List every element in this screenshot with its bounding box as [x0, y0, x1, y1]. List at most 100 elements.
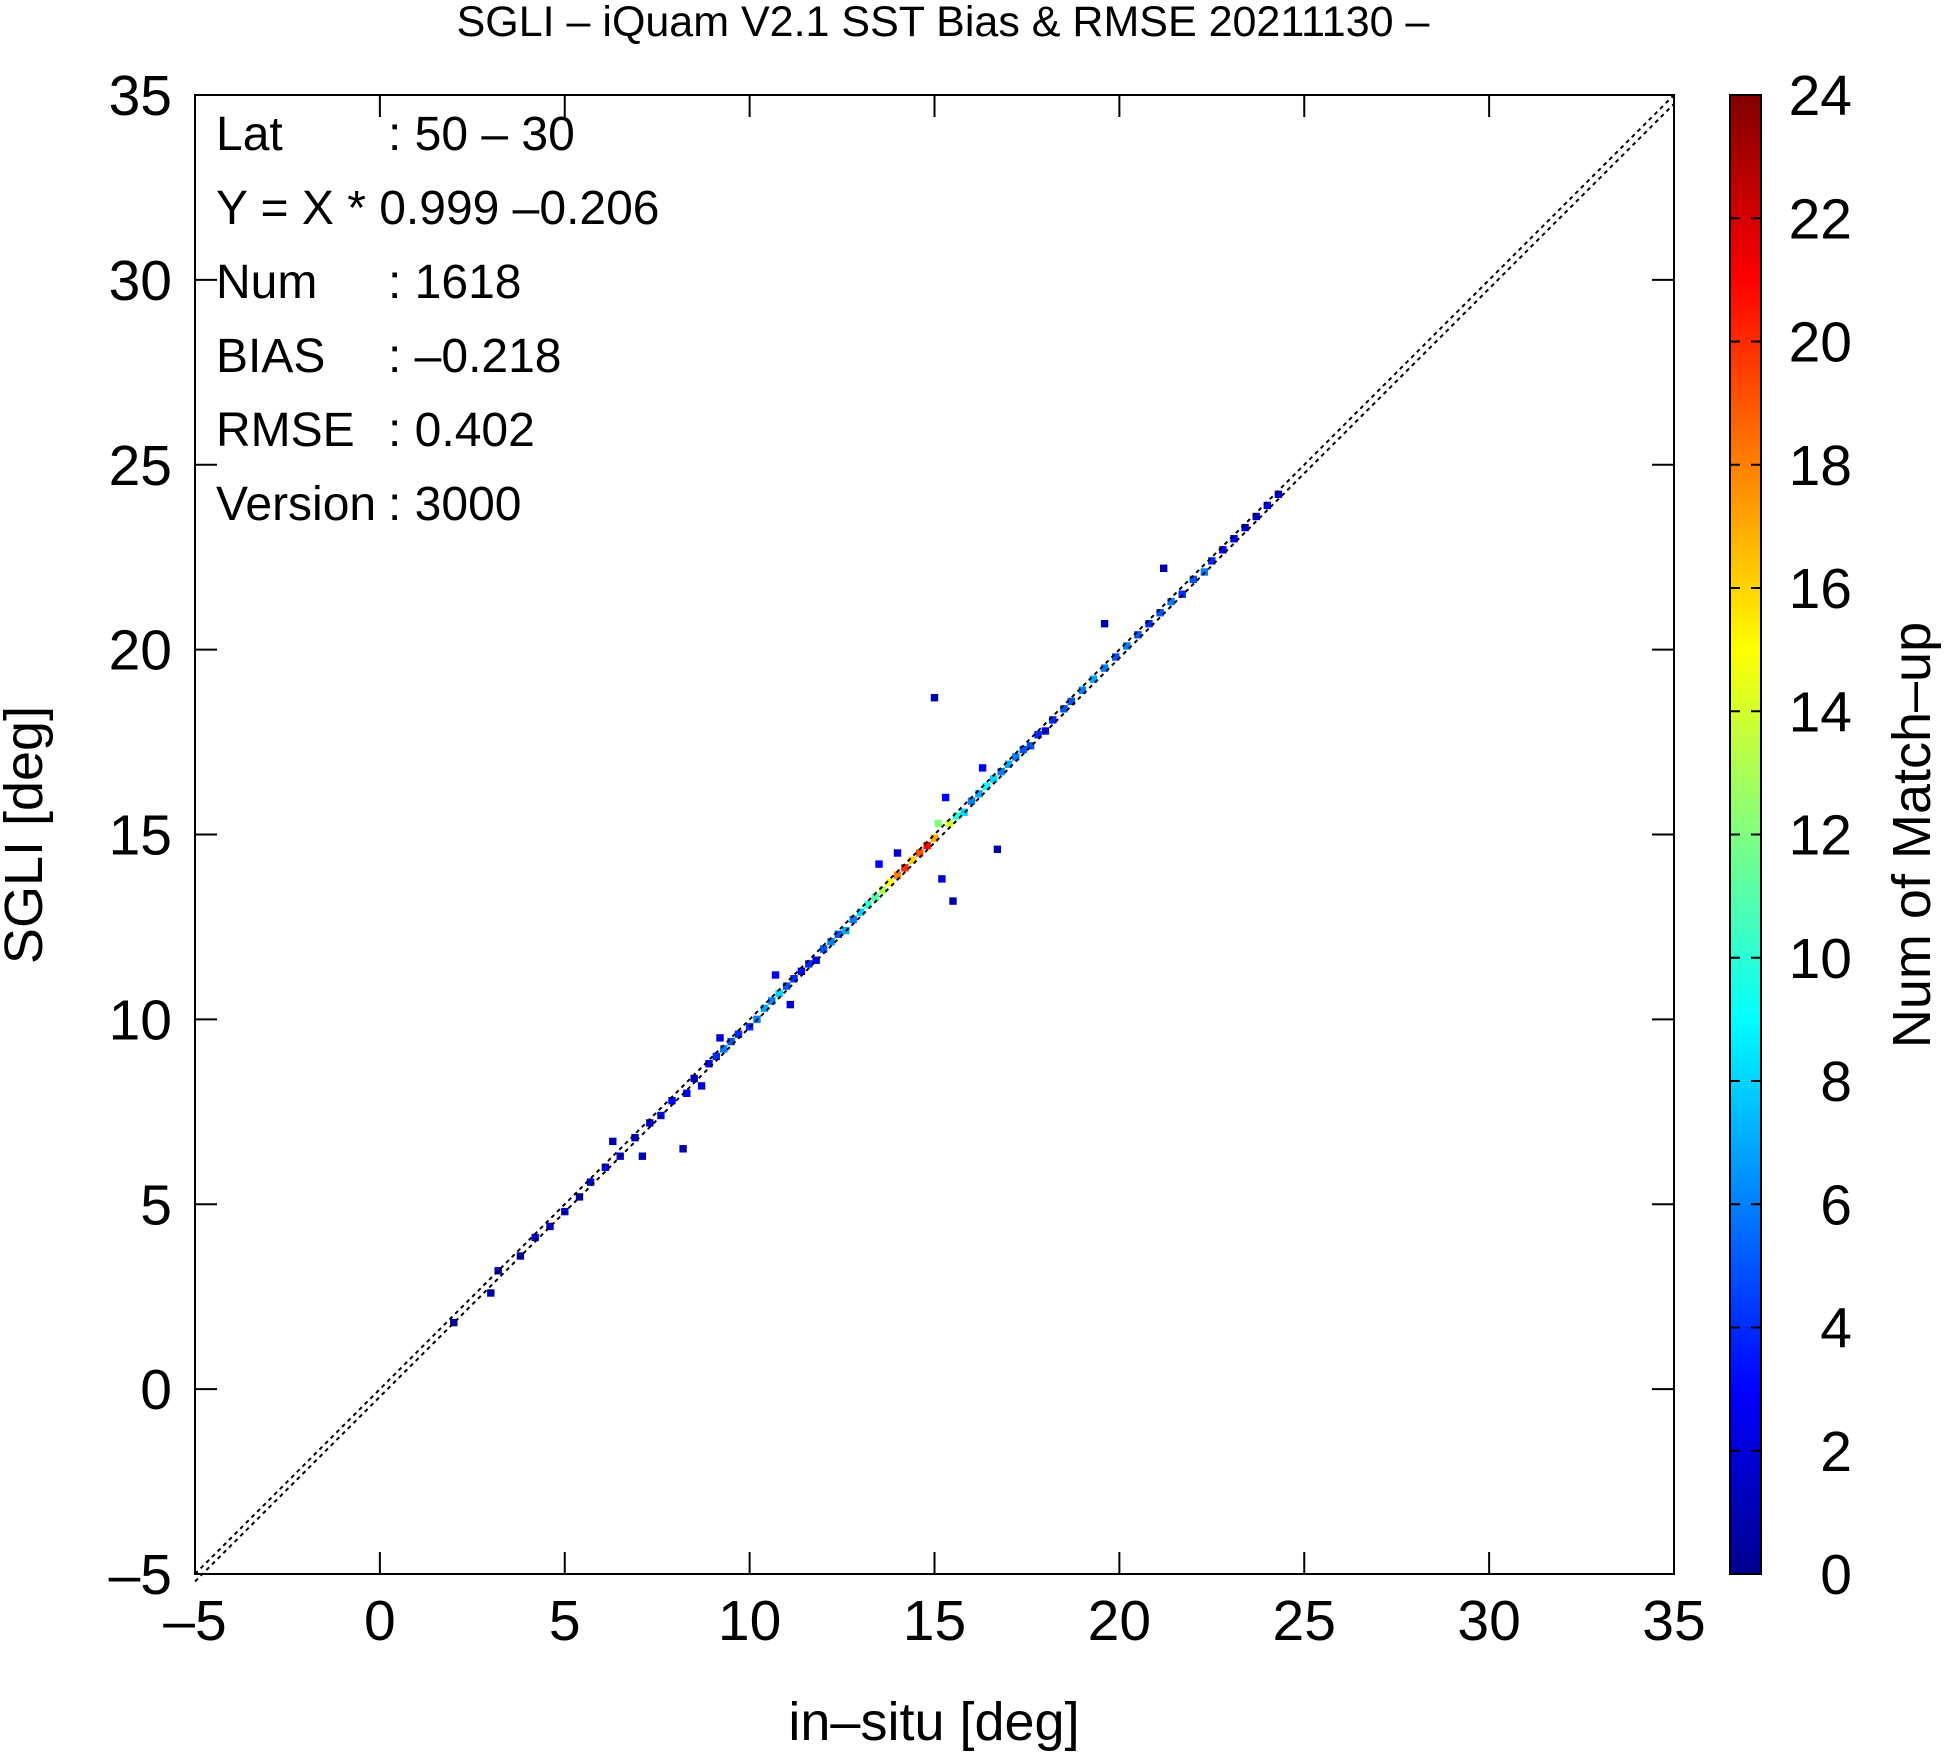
heatmap-cell	[893, 849, 902, 857]
heatmap-cell	[1049, 716, 1057, 724]
heatmap-cell	[923, 841, 931, 850]
heatmap-cell	[1026, 742, 1035, 750]
x-tick-label: 30	[1457, 1589, 1520, 1653]
stat-value: : 1618	[388, 256, 521, 309]
heatmap-cell	[1189, 575, 1197, 584]
heatmap-cell	[827, 938, 835, 946]
heatmap-cell	[975, 790, 983, 798]
heatmap-cell	[930, 834, 939, 842]
y-tick-label: 30	[109, 249, 172, 313]
heatmap-cell	[1241, 523, 1249, 532]
colorbar-tick-label: 24	[1789, 64, 1852, 128]
x-axis-label: in–situ [deg]	[788, 1692, 1079, 1752]
x-tick-label: 20	[1088, 1589, 1151, 1653]
heatmap-cell	[1156, 609, 1164, 617]
heatmap-cell	[450, 1318, 458, 1327]
heatmap-cell	[1078, 686, 1087, 694]
heatmap-cell	[1067, 697, 1075, 706]
heatmap-cell	[679, 1145, 687, 1153]
heatmap-cell	[1089, 675, 1098, 683]
heatmap-cell	[697, 1082, 706, 1090]
heatmap-cell	[953, 812, 961, 820]
heatmap-cell	[786, 1000, 794, 1009]
heatmap-cell	[834, 930, 843, 938]
heatmap-cell	[716, 1034, 724, 1042]
heatmap-cell	[1178, 590, 1186, 598]
heatmap-cell	[997, 767, 1005, 776]
heatmap-cells	[450, 490, 1283, 1327]
heatmap-cell	[941, 793, 950, 802]
colorbar-label: Num of Match–up	[1882, 622, 1942, 1048]
heatmap-cell	[934, 819, 942, 828]
heatmap-cell	[945, 819, 953, 828]
heatmap-cell	[893, 871, 902, 879]
colorbar-tick-label: 12	[1789, 804, 1852, 868]
x-tick-label: 10	[718, 1589, 781, 1653]
heatmap-cell	[879, 886, 887, 894]
heatmap-cell	[1274, 490, 1283, 498]
chart-title: SGLI – iQuam V2.1 SST Bias & RMSE 202111…	[457, 0, 1430, 46]
heatmap-cell	[849, 915, 857, 924]
heatmap-cell	[908, 856, 916, 865]
y-axis: –5 0 5 10 15 20 25 30 35	[109, 64, 1674, 1607]
heatmap-cell	[1100, 620, 1109, 628]
x-tick-label: 5	[549, 1589, 581, 1653]
heatmap-cell	[1112, 653, 1120, 661]
heatmap-cell	[683, 1089, 691, 1097]
heatmap-cell	[1100, 664, 1109, 672]
heatmap-cell	[797, 967, 806, 975]
stat-label: RMSE	[216, 404, 355, 457]
heatmap-cell	[494, 1267, 502, 1275]
heatmap-cell	[1012, 753, 1020, 761]
stat-label: Num	[216, 256, 317, 309]
heatmap-cell	[901, 864, 909, 872]
heatmap-cell	[978, 764, 987, 772]
heatmap-cell	[760, 1004, 769, 1012]
heatmap-cell	[938, 875, 946, 883]
heatmap-cell	[782, 982, 791, 990]
y-tick-label: 35	[109, 64, 172, 128]
colorbar-tick-label: 18	[1789, 434, 1852, 498]
heatmap-cell	[1252, 512, 1260, 521]
regression-line	[194, 103, 1675, 1583]
y-tick-label: 15	[109, 804, 172, 868]
heatmap-cell	[993, 845, 1002, 853]
heatmap-cell	[646, 1119, 654, 1127]
heatmap-cell	[1230, 535, 1238, 543]
colorbar-tick-label: 22	[1789, 187, 1852, 251]
heatmap-cell	[1034, 731, 1042, 739]
heatmap-cell	[775, 989, 783, 998]
heatmap-cell	[1167, 597, 1175, 606]
heatmap-cell	[487, 1289, 495, 1297]
heatmap-cell	[1145, 620, 1153, 628]
heatmap-cell	[967, 797, 976, 805]
heatmap-cell	[819, 945, 828, 953]
heatmap-cell	[1208, 557, 1216, 565]
heatmap-cell	[805, 960, 813, 968]
heatmap-cell	[871, 893, 879, 902]
heatmap-cell	[1219, 546, 1227, 554]
heatmap-cell	[546, 1222, 554, 1231]
heatmap-cell	[631, 1134, 639, 1142]
heatmap-cell	[812, 956, 820, 964]
heatmap-cell	[916, 849, 924, 857]
heatmap-cell	[864, 901, 872, 909]
heatmap-cell	[516, 1252, 525, 1260]
stat-value: : –0.218	[388, 330, 561, 383]
heatmap-cell	[638, 1152, 647, 1160]
stat-value: : 3000	[388, 478, 521, 531]
heatmap-cell	[668, 1097, 676, 1105]
colorbar-tick-label: 2	[1820, 1420, 1852, 1484]
heatmap-cell	[768, 997, 776, 1005]
heatmap-cell	[1123, 642, 1131, 650]
heatmap-cell	[886, 878, 894, 887]
y-tick-label: 20	[109, 619, 172, 683]
heatmap-cell	[856, 908, 865, 916]
heatmap-cell	[1134, 631, 1142, 639]
y-tick-label: 0	[140, 1358, 172, 1422]
heatmap-cell	[601, 1163, 610, 1171]
x-tick-label: 15	[903, 1589, 966, 1653]
x-tick-label: 0	[364, 1589, 396, 1653]
